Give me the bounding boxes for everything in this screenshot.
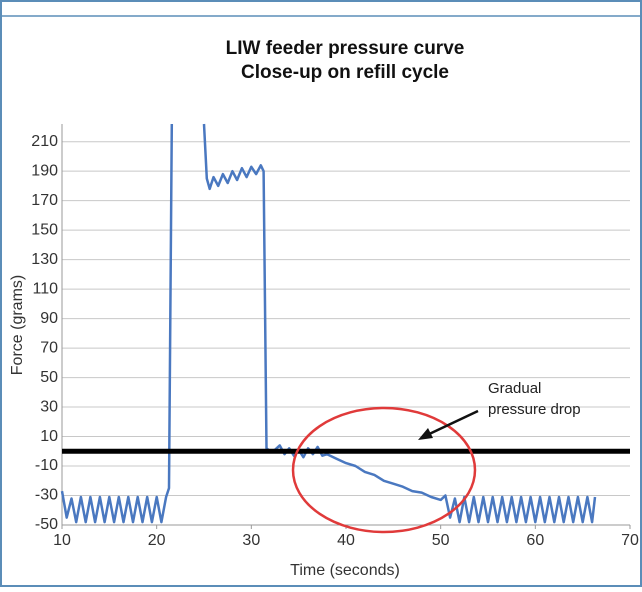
highlight-ellipse	[291, 406, 477, 534]
y-tick-label: 30	[40, 398, 58, 415]
x-tick-label: 20	[148, 532, 166, 549]
x-tick-label: 50	[432, 532, 450, 549]
chart-subtitle: Close-up on refill cycle	[241, 62, 449, 83]
plot-background	[62, 124, 630, 525]
annotation-line: pressure drop	[488, 401, 581, 418]
y-axis-label: Force (grams)	[9, 275, 26, 375]
y-tick-label: 150	[31, 221, 58, 238]
y-tick-label: -50	[35, 516, 58, 533]
x-axis-label: Time (seconds)	[290, 562, 400, 579]
x-tick-label: 70	[621, 532, 639, 549]
x-tick-label: 30	[242, 532, 260, 549]
y-tick-label: 210	[31, 133, 58, 150]
y-tick-label: 190	[31, 162, 58, 179]
y-tick-label: -10	[35, 457, 58, 474]
annotation-arrowhead	[418, 428, 433, 440]
chart-title: LIW feeder pressure curve	[226, 38, 465, 59]
data-line	[60, 123, 597, 524]
annotation-arrow	[424, 409, 479, 438]
y-tick-label: 70	[40, 339, 58, 356]
y-tick-label: 110	[32, 280, 58, 297]
y-tick-label: 130	[31, 251, 58, 268]
y-tick-label: 90	[40, 310, 58, 327]
x-tick-label: 60	[526, 532, 544, 549]
y-tick-label: 170	[31, 192, 58, 209]
y-tick-label: 10	[40, 428, 58, 445]
x-tick-label: 40	[337, 532, 355, 549]
plot	[60, 123, 630, 524]
annotation-line: Gradual	[488, 380, 541, 397]
y-tick-label: -30	[35, 487, 58, 504]
y-tick-label: 50	[40, 369, 58, 386]
x-tick-label: 10	[53, 532, 71, 549]
